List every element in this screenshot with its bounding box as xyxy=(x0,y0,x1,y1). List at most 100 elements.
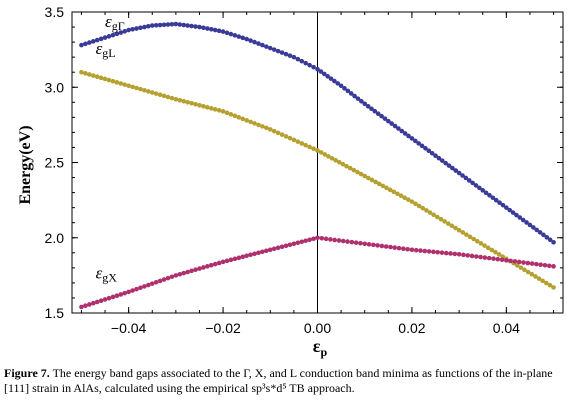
data-point xyxy=(449,223,455,229)
data-point xyxy=(205,264,210,269)
data-point xyxy=(236,255,242,261)
data-point xyxy=(362,173,368,179)
data-point xyxy=(551,285,556,290)
data-point xyxy=(534,261,539,267)
data-point xyxy=(118,81,124,86)
data-point xyxy=(456,252,462,257)
data-point xyxy=(197,24,202,30)
data-point xyxy=(399,128,405,134)
data-point xyxy=(232,113,238,119)
data-point xyxy=(220,109,226,114)
data-point xyxy=(534,227,539,233)
data-point xyxy=(201,104,206,109)
data-point xyxy=(424,208,429,213)
data-point xyxy=(499,257,505,263)
data-point xyxy=(169,95,175,101)
data-point xyxy=(358,240,363,246)
data-point xyxy=(422,248,428,254)
data-point xyxy=(442,219,447,224)
data-point xyxy=(201,25,206,31)
data-point xyxy=(228,31,234,37)
data-point xyxy=(185,269,190,275)
data-point xyxy=(321,71,327,77)
data-point xyxy=(525,260,531,266)
data-point xyxy=(379,243,385,249)
data-point xyxy=(118,292,124,297)
data-point xyxy=(433,153,438,159)
data-point xyxy=(406,133,411,139)
data-point xyxy=(138,86,143,92)
data-point xyxy=(149,281,155,286)
data-point xyxy=(529,261,535,266)
data-point xyxy=(435,249,440,255)
data-point xyxy=(271,128,277,134)
data-point xyxy=(504,205,509,210)
data-point xyxy=(256,250,261,256)
data-point xyxy=(224,258,230,264)
data-point xyxy=(240,35,246,41)
data-point xyxy=(402,195,407,200)
data-point xyxy=(126,289,131,295)
data-point xyxy=(391,189,397,195)
data-point xyxy=(94,299,100,305)
data-point xyxy=(333,158,338,163)
data-point xyxy=(165,275,171,281)
chart: −0.04 −0.02 0.00 0.02 0.041.52.02.53.03.5 εg… xyxy=(17,4,564,359)
data-point xyxy=(453,168,459,173)
data-point xyxy=(546,263,552,269)
data-point xyxy=(512,259,518,264)
data-point xyxy=(355,169,360,175)
data-point xyxy=(540,278,545,284)
data-point xyxy=(536,276,542,281)
data-point xyxy=(529,271,535,277)
data-point xyxy=(173,273,179,278)
data-point xyxy=(325,73,330,79)
data-point xyxy=(264,44,269,49)
data-point xyxy=(485,245,491,251)
data-point xyxy=(181,98,187,104)
y-tick-label: 2.5 xyxy=(45,155,65,171)
data-point xyxy=(134,26,139,31)
data-point xyxy=(338,83,344,89)
data-point xyxy=(146,89,151,94)
data-point xyxy=(236,115,242,120)
data-point xyxy=(260,124,265,129)
data-point xyxy=(181,22,187,28)
data-point xyxy=(181,270,187,276)
x-axis-title-sub: p xyxy=(321,345,328,359)
data-point xyxy=(398,193,404,199)
data-point xyxy=(332,237,337,243)
data-point xyxy=(102,35,108,40)
data-point xyxy=(193,267,198,273)
data-point xyxy=(345,239,350,244)
data-point xyxy=(98,75,104,81)
data-point xyxy=(413,247,419,253)
data-point xyxy=(173,21,179,27)
data-point xyxy=(544,235,550,240)
data-point xyxy=(267,45,273,51)
data-point xyxy=(474,238,480,244)
data-point xyxy=(83,303,88,309)
data-point xyxy=(340,161,346,167)
data-point xyxy=(493,249,498,255)
data-point xyxy=(353,240,359,245)
data-point xyxy=(287,53,293,58)
data-point xyxy=(427,210,433,215)
data-point xyxy=(146,23,151,29)
data-point xyxy=(216,260,222,266)
figure-caption: Figure 7. The energy band gaps associate… xyxy=(4,366,578,396)
data-point xyxy=(291,54,297,60)
data-point xyxy=(514,263,520,268)
data-point xyxy=(102,76,108,82)
data-point xyxy=(177,271,183,277)
data-point xyxy=(352,93,357,99)
data-point xyxy=(165,22,171,27)
data-point xyxy=(522,267,527,273)
data-point xyxy=(480,188,486,193)
data-point xyxy=(189,268,194,274)
data-point xyxy=(173,96,179,102)
data-point xyxy=(299,239,305,245)
data-point xyxy=(264,248,269,254)
data-point xyxy=(169,274,175,280)
data-point xyxy=(463,175,469,181)
